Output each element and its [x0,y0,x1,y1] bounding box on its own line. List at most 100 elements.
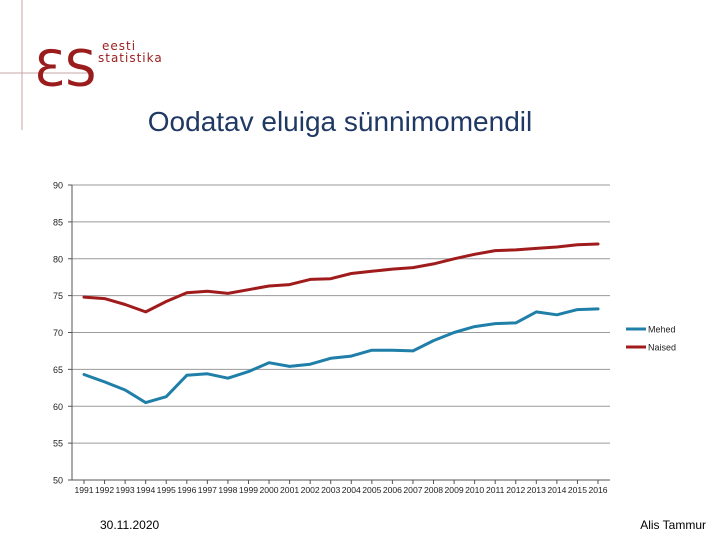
data-point [494,322,497,325]
x-tick-label: 2000 [259,485,278,495]
data-point [514,248,517,252]
data-point [247,288,250,291]
data-point [514,321,517,325]
data-point [494,249,497,252]
y-tick-label: 85 [53,217,63,227]
y-tick-label: 75 [53,291,63,301]
data-point [535,247,538,250]
logo-mark: ƐS [34,40,96,98]
data-point [267,361,271,364]
data-point [411,266,415,269]
x-tick-label: 2006 [383,485,402,495]
data-point [329,277,332,280]
x-tick-label: 2008 [424,485,443,495]
x-tick-label: 2012 [506,485,525,495]
data-point [144,401,147,404]
x-tick-label: 1994 [136,485,155,495]
data-point [144,310,147,314]
x-tick-label: 2005 [362,485,381,495]
y-tick-label: 70 [53,328,63,338]
logo-text-line1: eesti [102,39,136,53]
y-tick-label: 90 [53,181,63,191]
y-tick-label: 55 [53,439,63,449]
x-tick-label: 1997 [198,485,217,495]
x-tick-label: 2002 [301,485,320,495]
data-point [226,377,230,380]
x-tick-label: 1996 [177,485,196,495]
data-point [555,245,559,249]
x-tick-label: 2004 [342,485,361,495]
data-point [165,300,168,303]
y-axis: 50 55 60 65 70 75 80 85 90 [53,181,73,486]
data-point [473,253,476,256]
data-point [185,374,188,377]
data-point [555,313,559,316]
legend-label-naised: Naised [648,343,676,353]
x-tick-label: 2001 [280,485,299,495]
data-point [576,308,579,311]
data-point [350,272,353,275]
x-tick-label: 1998 [218,485,237,495]
y-tick-label: 80 [53,254,63,264]
data-point [103,380,106,384]
x-tick-label: 1999 [239,485,258,495]
x-tick-label: 1993 [116,485,135,495]
series-line-mehed [82,307,600,405]
x-tick-label: 1991 [74,485,93,495]
y-tick-label: 50 [53,476,63,486]
data-point [596,242,600,246]
data-point [473,325,476,328]
data-point [247,370,250,373]
y-tick-label: 60 [53,402,63,412]
data-point [411,349,415,353]
x-tick-label: 2015 [568,485,587,495]
footer-author: Alis Tammur [640,518,706,532]
x-tick-label: 2003 [321,485,340,495]
x-tick-label: 2016 [588,485,607,495]
x-tick-label: 2009 [445,485,464,495]
data-point [576,243,579,246]
legend-label-mehed: Mehed [648,325,676,335]
data-point [370,270,374,273]
legend: Mehed Naised [626,325,676,353]
y-tick-label: 65 [53,365,63,375]
data-point [308,278,312,281]
data-point [391,267,394,271]
x-tick-label: 1992 [95,485,114,495]
logo-text-line2: statistika [98,51,163,65]
data-point [308,363,312,366]
logo: ƐS eesti statistika [0,0,163,130]
data-point [206,372,209,375]
data-point [432,262,435,266]
data-point [452,331,456,334]
x-tick-label: 2013 [527,485,546,495]
data-point [370,349,374,352]
grid [72,184,610,481]
data-point [82,373,86,376]
series-line-naised [82,242,600,314]
data-point [185,291,188,294]
data-point [329,357,332,360]
data-point [226,292,230,295]
series-lines [82,242,600,405]
data-point [165,395,168,398]
data-point [288,365,291,368]
x-tick-label: 2007 [403,485,422,495]
data-point [432,339,435,342]
x-axis: 1991 1992 1993 1994 1995 1996 1997 1998 1999 2000… [72,479,610,495]
data-point [267,284,271,288]
data-point [123,303,127,306]
data-point [82,295,86,299]
data-point [103,297,106,300]
data-point [350,354,353,358]
x-tick-label: 2014 [547,485,566,495]
data-point [535,310,538,314]
data-point [206,290,209,293]
footer-date: 30.11.2020 [100,518,160,532]
chart-title: Oodatav eluiga sünnimomendil [147,106,533,137]
x-tick-label: 1995 [157,485,176,495]
x-tick-label: 2011 [486,485,505,495]
x-tick-label: 2010 [465,485,484,495]
data-point [288,283,291,286]
